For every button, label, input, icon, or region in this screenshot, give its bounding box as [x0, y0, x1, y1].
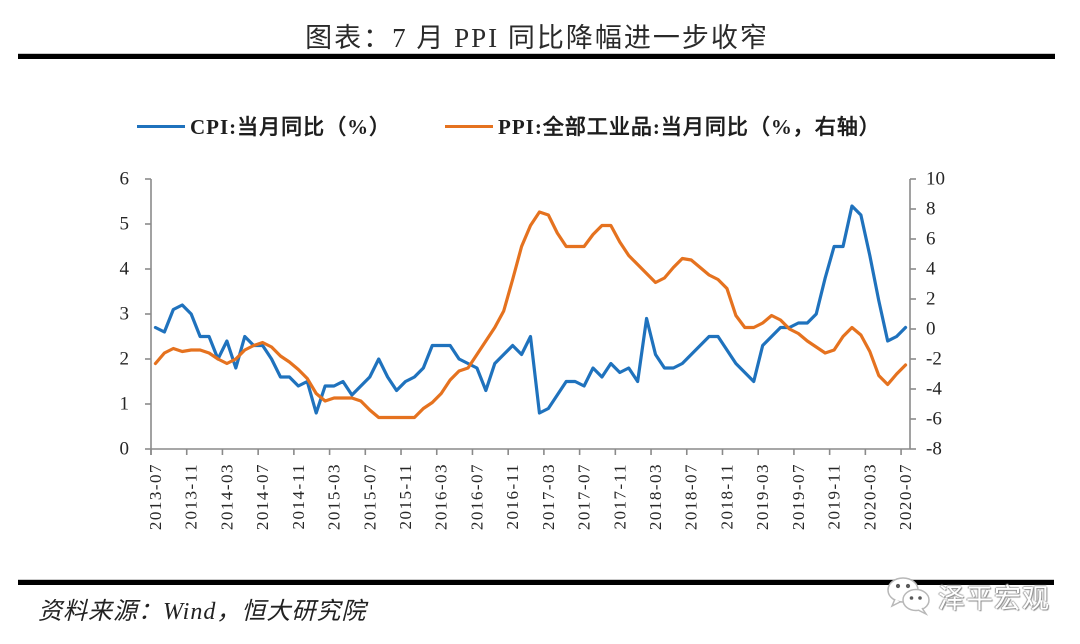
right-y-tick-label: 4 [926, 259, 936, 280]
x-tick-label: 2020-07 [896, 463, 915, 530]
line-chart: 0 1 2 3 4 5 6 -8 -6 -4 -2 0 2 4 6 8 10 2013-07 2013-11 2014… [120, 169, 946, 531]
source-rule [18, 580, 1054, 585]
x-tick-label: 2018-11 [717, 463, 736, 530]
cpi-series-line [153, 204, 908, 415]
x-tick-label: 2014-11 [289, 463, 308, 530]
right-y-tick-label: -4 [926, 379, 942, 400]
x-tick-label: 2017-07 [575, 463, 594, 530]
x-tick-label: 2019-11 [825, 463, 844, 530]
x-tick-label: 2015-11 [396, 463, 415, 530]
x-tick-label: 2017-11 [610, 463, 629, 530]
x-tick-label: 2017-03 [539, 463, 558, 530]
left-y-tick-label: 1 [120, 394, 130, 415]
right-y-tick-label: 8 [926, 199, 936, 220]
legend-label-ppi: PPI:全部工业品:当月同比（%，右轴） [498, 115, 881, 139]
x-tick-label: 2016-07 [467, 463, 486, 530]
right-y-tick-label: -2 [926, 349, 942, 370]
x-tick-label: 2014-03 [217, 463, 236, 530]
left-y-tick-label: 2 [120, 349, 130, 370]
x-tick-label: 2014-07 [253, 463, 272, 530]
x-tick-label: 2015-03 [325, 463, 344, 530]
ppi-series-line [153, 210, 908, 420]
legend-swatch-ppi [445, 124, 493, 128]
x-tick-label: 2013-11 [182, 463, 201, 530]
legend-item-cpi: CPI:当月同比（%） [137, 110, 391, 142]
x-tick-label: 2016-11 [503, 463, 522, 530]
wechat-icon [886, 576, 932, 616]
x-tick-label: 2016-03 [432, 463, 451, 530]
right-y-tick-label: 6 [926, 229, 936, 250]
x-tick-label: 2019-07 [789, 463, 808, 530]
right-y-tick-label: 0 [926, 319, 936, 340]
left-y-tick-label: 4 [120, 259, 130, 280]
legend-swatch-cpi [137, 124, 185, 128]
right-y-tick-label: 2 [926, 289, 936, 310]
right-y-tick-label: -8 [926, 439, 942, 460]
legend-label-cpi: CPI:当月同比（%） [190, 115, 392, 139]
title-rule [18, 54, 1055, 59]
watermark-text: 泽平宏观 [938, 583, 1050, 615]
left-y-tick-label: 6 [120, 169, 130, 190]
right-y-tick-label: 10 [926, 169, 945, 190]
left-y-tick-label: 3 [120, 304, 130, 325]
watermark: 泽平宏观 [886, 575, 1050, 617]
legend-item-ppi: PPI:全部工业品:当月同比（%，右轴） [445, 110, 881, 142]
x-tick-label: 2020-03 [860, 463, 879, 530]
left-y-tick-label: 0 [120, 439, 130, 460]
x-tick-label: 2018-03 [646, 463, 665, 530]
x-tick-label: 2013-07 [146, 463, 165, 530]
x-tick-label: 2018-07 [682, 463, 701, 530]
x-tick-label: 2019-03 [753, 463, 772, 530]
x-tick-label: 2015-07 [360, 463, 379, 530]
figure-title: 图表：7 月 PPI 同比降幅进一步收窄 [305, 23, 769, 53]
right-y-tick-label: -6 [926, 409, 942, 430]
source-note: 资料来源：Wind，恒大研究院 [38, 599, 367, 625]
left-y-tick-label: 5 [120, 214, 130, 235]
chart-legend: CPI:当月同比（%） PPI:全部工业品:当月同比（%，右轴） [0, 110, 1080, 142]
